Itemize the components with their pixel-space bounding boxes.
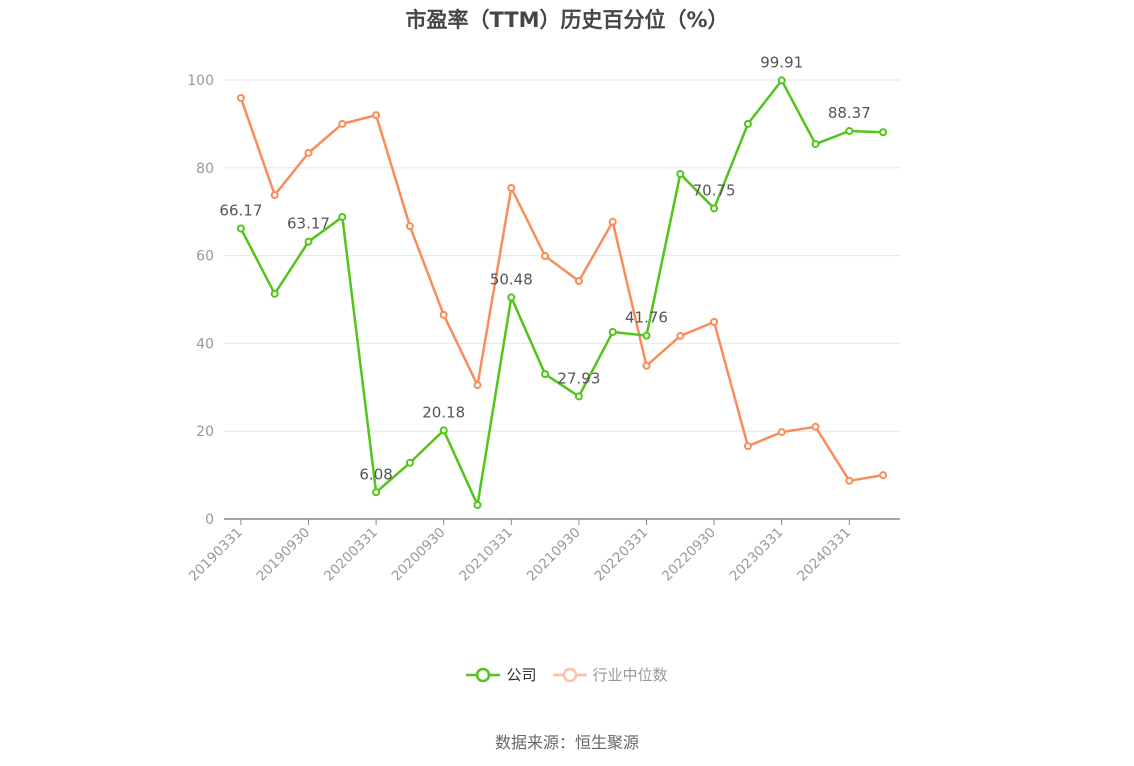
data-label: 99.91: [760, 53, 803, 71]
y-tick-label: 80: [196, 161, 214, 177]
data-point: [777, 428, 786, 437]
data-label: 70.75: [693, 181, 736, 199]
data-point: [304, 237, 313, 246]
data-point: [270, 289, 279, 298]
data-point: [879, 128, 888, 137]
data-label: 88.37: [828, 104, 871, 122]
data-point: [676, 169, 685, 178]
data-point: [743, 442, 752, 451]
data-point: [574, 277, 583, 286]
data-point: [845, 127, 854, 136]
data-point: [676, 331, 685, 340]
legend-item-industry-median[interactable]: 行业中位数: [552, 664, 668, 685]
data-point: [236, 224, 245, 233]
x-tick-label: 20220930: [659, 525, 719, 585]
x-tick-label: 20200930: [389, 525, 449, 585]
y-tick-label: 0: [205, 512, 214, 528]
data-label: 41.76: [625, 309, 668, 327]
series-line-0: [239, 78, 884, 510]
data-point: [439, 310, 448, 319]
data-point: [405, 222, 414, 231]
x-tick-label: 20190331: [186, 525, 246, 585]
data-point: [507, 293, 516, 302]
data-point: [372, 488, 381, 497]
data-point: [777, 76, 786, 85]
x-tick-label: 20210331: [456, 525, 516, 585]
source-note: 数据来源：恒生聚源: [494, 733, 639, 752]
x-tick-label: 20200331: [321, 525, 381, 585]
legend-label: 公司: [506, 666, 537, 684]
data-point: [879, 471, 888, 480]
y-tick-label: 40: [196, 336, 214, 352]
data-point: [439, 426, 448, 435]
data-point: [608, 217, 617, 226]
x-tick-label: 20210930: [524, 525, 584, 585]
data-point: [541, 252, 550, 261]
data-point: [405, 458, 414, 467]
data-label: 27.93: [557, 369, 600, 387]
data-point: [507, 183, 516, 192]
x-tick-label: 20240331: [794, 525, 854, 585]
y-tick-label: 100: [187, 73, 214, 89]
data-label: 6.08: [359, 465, 392, 483]
legend-line-icon: [552, 667, 587, 682]
data-point: [304, 148, 313, 157]
data-point: [845, 476, 854, 485]
legend-item-company[interactable]: 公司: [466, 664, 537, 685]
series-line-1: [239, 97, 884, 483]
legend-label: 行业中位数: [592, 666, 668, 684]
data-point: [236, 93, 245, 102]
data-label: 66.17: [219, 202, 262, 220]
data-point: [574, 392, 583, 401]
data-label: 20.18: [422, 403, 465, 421]
data-point: [473, 381, 482, 390]
data-point: [372, 111, 381, 120]
data-point: [811, 140, 820, 149]
data-point: [608, 327, 617, 336]
data-point: [642, 361, 651, 370]
data-point: [473, 500, 482, 509]
data-point: [710, 204, 719, 213]
x-tick-label: 20230331: [727, 525, 787, 585]
data-point: [743, 119, 752, 128]
y-tick-label: 20: [196, 424, 214, 440]
data-label: 50.48: [490, 270, 533, 288]
data-point: [270, 191, 279, 200]
data-point: [710, 317, 719, 326]
data-point: [338, 119, 347, 128]
legend-line-icon: [466, 667, 501, 682]
line-chart: 0 20 40 60 80 100 20190331 20190930 20200331 2020…: [186, 53, 900, 585]
x-tick-label: 20220331: [591, 525, 651, 585]
data-point: [541, 370, 550, 379]
legend: 公司 行业中位数: [0, 664, 1134, 685]
data-point: [338, 212, 347, 221]
y-tick-label: 60: [196, 249, 214, 265]
data-point: [642, 331, 651, 340]
data-label: 63.17: [287, 215, 330, 233]
data-point: [811, 422, 820, 431]
chart-title: 市盈率（TTM）历史百分位（%）: [405, 8, 729, 32]
x-tick-label: 20190930: [253, 525, 313, 585]
